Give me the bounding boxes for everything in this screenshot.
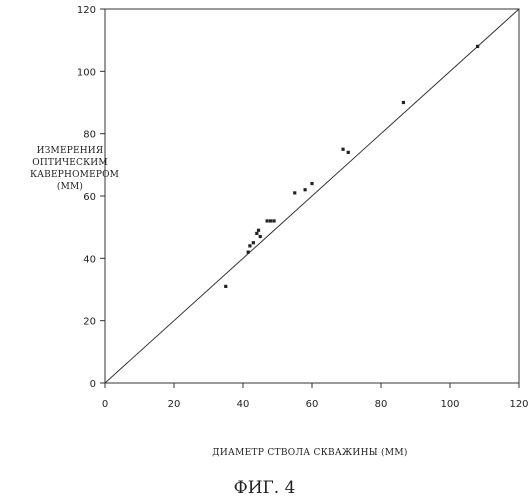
- y-tick-label: 100: [77, 67, 96, 78]
- data-point: [247, 251, 250, 254]
- y-axis-label-line: ИЗМЕРЕНИЯ: [30, 145, 110, 157]
- x-tick-label: 120: [509, 399, 528, 410]
- x-tick-label: 0: [102, 399, 108, 410]
- reference-line-group: [105, 9, 519, 383]
- y-axis-label: ИЗМЕРЕНИЯ ОПТИЧЕСКИМ КАВЕРНОМЕРОМ (ММ): [30, 145, 110, 193]
- data-point: [252, 241, 255, 244]
- figure-caption: ФИГ. 4: [0, 478, 529, 498]
- y-axis-label-line: ОПТИЧЕСКИМ: [30, 157, 110, 169]
- data-point: [402, 101, 405, 104]
- data-point: [293, 191, 296, 194]
- data-point: [257, 229, 260, 232]
- data-point: [224, 285, 227, 288]
- data-point: [272, 219, 275, 222]
- data-point: [266, 219, 269, 222]
- axis-ticks: 0 20 40 60 80 100 120 0 20 40 60 80 100 120: [77, 5, 529, 410]
- y-tick-label: 120: [77, 5, 96, 16]
- data-points: [224, 45, 479, 288]
- x-tick-label: 40: [237, 399, 250, 410]
- y-tick-label: 40: [83, 254, 96, 265]
- y-tick-label: 80: [83, 130, 96, 141]
- y-tick-label: 60: [83, 192, 96, 203]
- identity-line: [105, 9, 519, 383]
- x-tick-label: 100: [440, 399, 459, 410]
- x-tick-label: 80: [375, 399, 388, 410]
- data-point: [476, 45, 479, 48]
- y-axis-label-line: (ММ): [30, 181, 110, 193]
- data-point: [341, 148, 344, 151]
- data-point: [269, 219, 272, 222]
- data-point: [304, 188, 307, 191]
- data-point: [248, 244, 251, 247]
- x-axis-label: ДИАМЕТР СТВОЛА СКВАЖИНЫ (ММ): [180, 448, 440, 458]
- data-point: [310, 182, 313, 185]
- data-point: [347, 151, 350, 154]
- y-tick-label: 20: [83, 317, 96, 328]
- data-point: [255, 232, 258, 235]
- data-point: [259, 235, 262, 238]
- x-tick-label: 60: [306, 399, 319, 410]
- y-tick-label: 0: [90, 379, 96, 390]
- x-tick-label: 20: [168, 399, 181, 410]
- y-axis-label-line: КАВЕРНОМЕРОМ: [30, 169, 110, 181]
